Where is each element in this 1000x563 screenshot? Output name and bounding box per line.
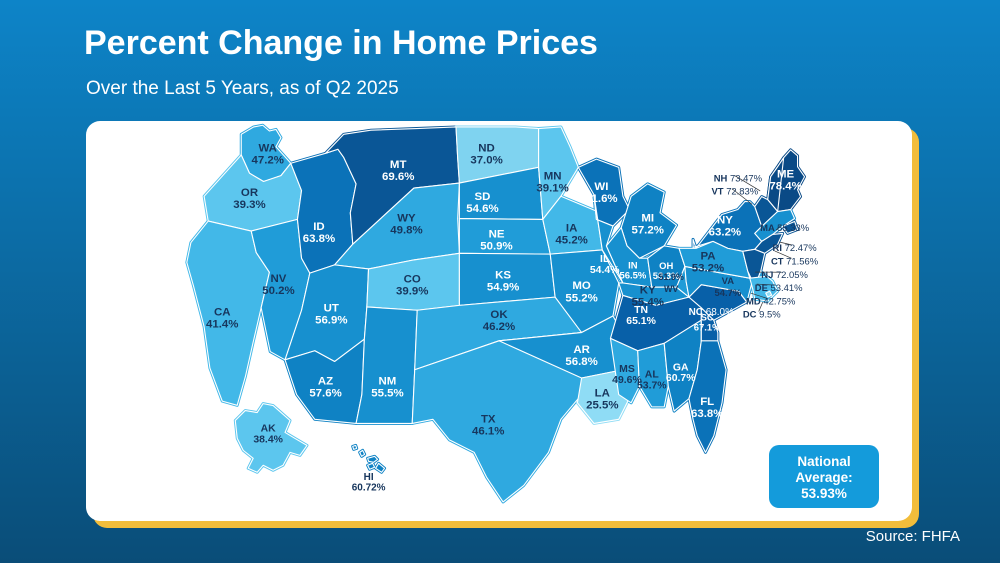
svg-text:KY: KY [640,284,656,296]
svg-text:CA: CA [214,307,231,319]
svg-text:GA: GA [673,362,689,373]
svg-text:ID: ID [313,221,324,233]
svg-text:PA: PA [700,250,715,262]
svg-text:67.1%: 67.1% [694,323,721,334]
svg-text:53.7%: 53.7% [637,381,667,392]
svg-text:ND: ND [478,142,495,154]
svg-text:57.6%: 57.6% [309,387,341,399]
svg-text:78.4%: 78.4% [769,181,801,193]
svg-text:50.2%: 50.2% [262,285,294,297]
svg-text:MS: MS [619,364,635,375]
svg-text:AR: AR [573,344,590,356]
svg-text:DC 9.5%: DC 9.5% [743,310,781,321]
svg-text:IA: IA [566,222,577,234]
svg-text:54.9%: 54.9% [487,282,519,294]
svg-text:51.9%: 51.9% [658,272,683,282]
svg-text:53.2%: 53.2% [692,262,724,274]
svg-text:57.2%: 57.2% [631,225,663,237]
svg-text:TN: TN [634,305,648,316]
svg-text:61.6%: 61.6% [585,193,617,205]
svg-text:SD: SD [475,191,491,203]
svg-text:45.2%: 45.2% [555,234,587,246]
svg-text:56.8%: 56.8% [565,356,597,368]
svg-text:39.9%: 39.9% [396,286,428,298]
svg-text:63.8%: 63.8% [691,408,723,420]
svg-text:FL: FL [700,396,714,408]
svg-text:NV: NV [271,273,287,285]
svg-text:MN: MN [544,170,562,182]
svg-text:25.5%: 25.5% [586,400,618,412]
svg-text:60.7%: 60.7% [666,373,696,384]
svg-text:DE 53.41%: DE 53.41% [755,283,803,294]
svg-text:IL: IL [600,254,610,265]
svg-text:KS: KS [495,270,511,282]
svg-text:TX: TX [481,413,496,425]
svg-text:UT: UT [324,303,339,315]
svg-text:46.1%: 46.1% [472,425,504,437]
svg-text:54.7%: 54.7% [715,288,742,299]
svg-text:LA: LA [595,388,610,400]
svg-text:54.6%: 54.6% [466,203,498,215]
svg-text:NY: NY [717,214,733,226]
svg-text:60.72%: 60.72% [352,483,386,494]
svg-text:NJ 72.05%: NJ 72.05% [761,270,808,281]
svg-text:WA: WA [259,142,277,154]
svg-text:54.4%: 54.4% [590,265,620,276]
svg-text:OK: OK [490,309,508,321]
svg-text:NH 73.47%: NH 73.47% [714,174,763,185]
svg-text:39.3%: 39.3% [233,199,265,211]
svg-text:50.9%: 50.9% [480,240,512,252]
svg-text:41.4%: 41.4% [206,319,238,331]
svg-text:MI: MI [641,213,654,225]
svg-text:NE: NE [489,228,505,240]
svg-text:AL: AL [645,370,660,381]
svg-text:MD 42.75%: MD 42.75% [746,297,796,308]
svg-text:HI: HI [364,472,374,483]
svg-text:46.2%: 46.2% [483,321,515,333]
svg-text:AZ: AZ [318,375,333,387]
svg-text:39.1%: 39.1% [536,183,568,195]
svg-text:55.5%: 55.5% [371,387,403,399]
svg-text:CO: CO [404,274,421,286]
svg-text:RI 72.47%: RI 72.47% [773,243,818,254]
svg-text:65.1%: 65.1% [626,316,656,327]
svg-text:ME: ME [777,169,795,181]
svg-text:MO: MO [572,280,591,292]
svg-text:37.0%: 37.0% [470,154,502,166]
svg-text:55.2%: 55.2% [565,292,597,304]
svg-text:63.8%: 63.8% [303,233,335,245]
svg-text:VA: VA [722,276,735,287]
svg-text:NM: NM [379,375,397,387]
svg-text:MT: MT [390,159,407,171]
svg-text:VT 72.83%: VT 72.83% [712,187,759,198]
svg-text:OR: OR [241,187,259,199]
svg-text:49.8%: 49.8% [390,225,422,237]
svg-text:AK: AK [261,423,277,434]
svg-text:NC 68.0%: NC 68.0% [689,307,734,318]
svg-text:69.6%: 69.6% [382,171,414,183]
svg-text:63.2%: 63.2% [709,226,741,238]
svg-text:WI: WI [594,181,608,193]
svg-text:WV: WV [664,284,678,294]
svg-text:MA 55.33%: MA 55.33% [760,223,810,234]
svg-text:47.2%: 47.2% [252,154,284,166]
svg-text:38.4%: 38.4% [253,434,283,445]
svg-text:56.9%: 56.9% [315,315,347,327]
svg-text:56.5%: 56.5% [619,271,646,282]
svg-text:WY: WY [397,213,416,225]
svg-text:CT 71.56%: CT 71.56% [771,256,819,267]
